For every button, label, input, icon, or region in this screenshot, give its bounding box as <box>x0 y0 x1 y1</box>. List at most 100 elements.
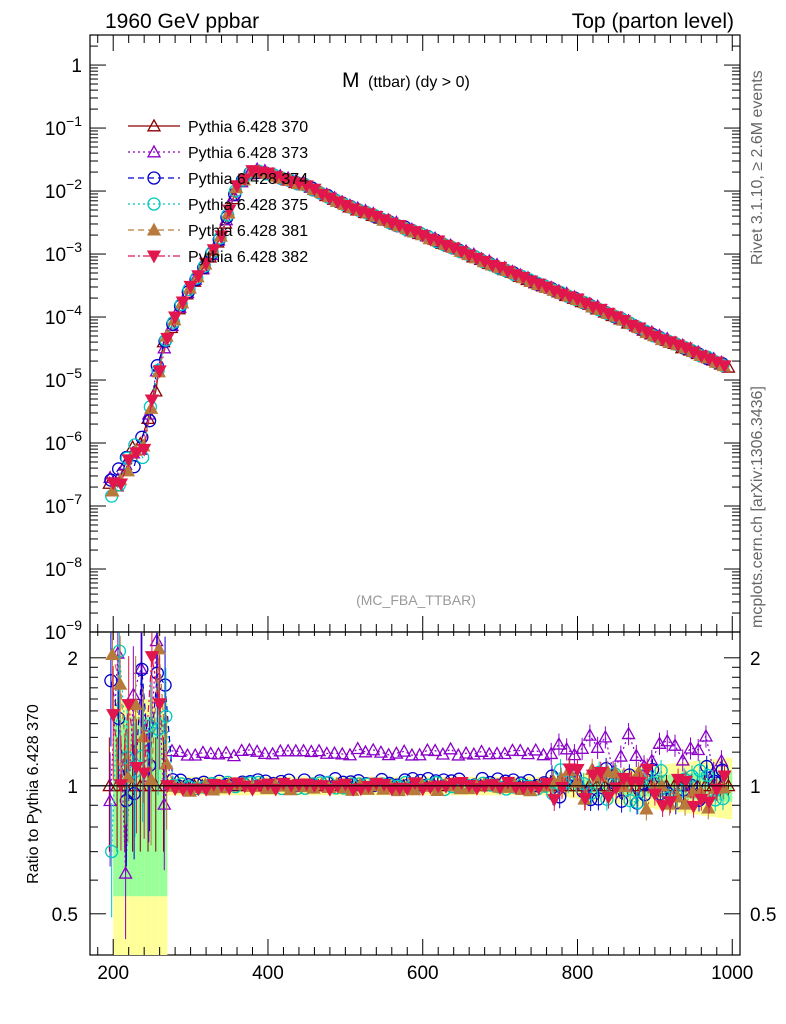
ratio-frame <box>89 631 741 956</box>
ratio-point <box>701 796 717 810</box>
ratio-point <box>528 742 543 756</box>
mcplots-label: mcplots.cern.ch [arXiv:1306.3436] <box>749 386 766 628</box>
ratio-point <box>105 647 120 661</box>
x-tick-label: 200 <box>97 963 129 984</box>
legend-entry: Pythia 6.428 382 <box>128 249 308 266</box>
main-x-ticks <box>97 35 733 632</box>
ratio-point <box>539 777 554 791</box>
ratio-point <box>404 747 420 761</box>
ratio-point <box>118 865 133 879</box>
ratio-point <box>152 698 167 712</box>
main-series-group <box>102 161 736 503</box>
legend-marker <box>146 118 162 132</box>
ratio-point <box>149 633 164 647</box>
x-tick-label: 600 <box>407 963 439 984</box>
y-tick-label: 10−1 <box>45 113 82 140</box>
ratio-point <box>631 795 645 810</box>
y-tick-exponent: −2 <box>66 176 82 192</box>
ratio-point <box>350 741 365 755</box>
ratio-point <box>164 743 180 757</box>
series-point <box>168 311 183 325</box>
ratio-tick-label-right: 1 <box>750 777 761 798</box>
legend-label: Pythia 6.428 382 <box>188 249 308 266</box>
ratio-point <box>575 741 590 754</box>
series-point <box>113 478 129 492</box>
ratio-point <box>678 775 693 789</box>
ratio-point <box>698 728 714 742</box>
y-tick-exponent: −6 <box>66 428 82 444</box>
ratio-point <box>157 797 172 810</box>
ratio-point <box>638 788 652 802</box>
ratio-point <box>629 748 644 762</box>
ratio-point <box>578 793 593 806</box>
plot-title-main: M <box>342 69 360 92</box>
x-tick-label: 400 <box>252 963 284 984</box>
ratio-point <box>559 741 574 755</box>
y-tick-label: 10−5 <box>45 365 82 392</box>
y-tick-label: 10−6 <box>45 428 82 455</box>
legend-label: Pythia 6.428 381 <box>188 223 308 240</box>
y-tick-exponent: −4 <box>66 302 82 318</box>
y-tick-exponent: −9 <box>66 617 82 633</box>
ratio-point <box>366 742 381 756</box>
y-tick-exponent: −1 <box>66 113 82 129</box>
y-tick-label: 1 <box>71 56 82 77</box>
legend-label: Pythia 6.428 370 <box>188 119 308 136</box>
ratio-point <box>257 746 272 760</box>
ratio-point <box>683 740 698 754</box>
ratio-point <box>381 747 396 761</box>
series-line <box>111 170 724 497</box>
legend-entry: Pythia 6.428 374 <box>128 171 308 188</box>
ratio-point <box>102 778 117 792</box>
ratio-point <box>458 745 474 759</box>
series-point <box>237 173 252 187</box>
legend-marker <box>147 171 161 185</box>
legend-entry: Pythia 6.428 375 <box>128 197 308 214</box>
ratio-point <box>330 780 345 794</box>
legend-entry: Pythia 6.428 373 <box>128 144 308 162</box>
y-tick-label: 10−2 <box>45 176 82 203</box>
ratio-point <box>639 801 654 815</box>
ratio-point <box>582 727 597 741</box>
ratio-point <box>675 752 690 766</box>
ratio-point <box>420 742 435 756</box>
ratio-tick-label-right: 0.5 <box>750 905 776 926</box>
series-point <box>129 447 144 461</box>
ratio-point <box>613 748 628 762</box>
ratio-point <box>242 742 257 756</box>
ratio-point <box>311 743 327 757</box>
y-tick-exponent: −8 <box>66 554 82 570</box>
y-tick-label: 10−4 <box>45 302 82 329</box>
header-right: Top (parton level) <box>572 10 734 33</box>
ratio-point <box>700 768 715 783</box>
ratio-point <box>693 763 707 778</box>
ratio-tick-label: 2 <box>67 649 78 670</box>
ratio-point <box>601 791 616 805</box>
ratio-point <box>717 770 732 784</box>
ratio-point <box>570 764 585 777</box>
ratio-point <box>159 756 174 770</box>
legend-marker <box>147 197 161 211</box>
ratio-point <box>614 794 629 808</box>
y-tick-exponent: −5 <box>66 365 82 381</box>
ratio-point <box>660 733 675 747</box>
ratio-point <box>569 774 584 788</box>
ratio-point <box>709 783 724 797</box>
legend-marker <box>146 250 162 264</box>
ratio-point <box>203 746 218 759</box>
y-tick-label: 10−3 <box>45 239 82 266</box>
ratio-series-group <box>102 632 736 940</box>
analysis-watermark: (MC_FBA_TTBAR) <box>356 592 476 608</box>
legend-label: Pythia 6.428 373 <box>188 145 308 162</box>
ratio-point <box>551 736 567 750</box>
ratio-tick-label: 0.5 <box>52 905 78 926</box>
main-y-tick-labels: 1 10−1 10−2 10−3 10−4 10−5 10−6 10−7 10−8 10−9 <box>45 56 82 644</box>
ratio-point <box>714 753 729 767</box>
series-point <box>183 280 198 294</box>
series-point <box>198 257 214 271</box>
legend-entry: Pythia 6.428 370 <box>128 118 308 136</box>
series-point <box>160 332 175 346</box>
y-tick-exponent: −7 <box>66 491 82 507</box>
ratio-panel: 0.5 0.5 1 1 2 2 Ratio to Pythia 6.428 370 <box>25 631 776 956</box>
